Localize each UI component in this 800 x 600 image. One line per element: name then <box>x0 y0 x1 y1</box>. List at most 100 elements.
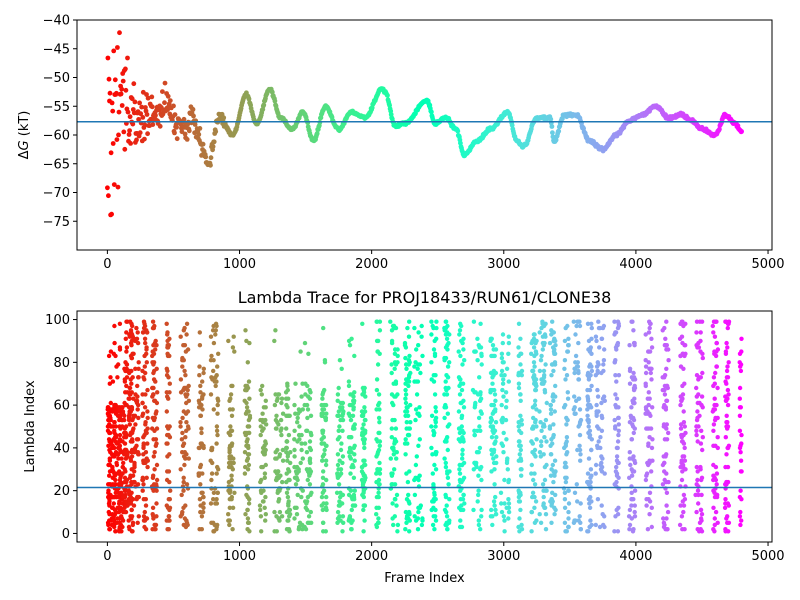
lambda-point <box>395 522 401 528</box>
lambda-point <box>117 407 122 412</box>
lambda-point <box>630 398 635 403</box>
lambda-point <box>477 375 482 380</box>
lambda-point <box>133 422 138 427</box>
lambda-x-axis-label: Frame Index <box>384 571 465 586</box>
lambda-point <box>307 396 313 401</box>
lambda-point <box>471 507 476 513</box>
lambda-point <box>340 454 346 459</box>
lambda-point <box>227 505 232 510</box>
lambda-point <box>475 358 480 363</box>
lambda-point <box>377 471 383 476</box>
lambda-point <box>501 377 506 382</box>
lambda-point <box>142 364 147 369</box>
lambda-point <box>737 396 742 401</box>
lambda-point <box>631 430 636 436</box>
lambda-point <box>403 452 408 457</box>
lambda-point <box>210 377 215 382</box>
lambda-point <box>588 345 593 350</box>
lambda-point <box>184 420 189 425</box>
lambda-point <box>374 437 379 442</box>
lambda-point <box>662 469 667 474</box>
lambda-point <box>549 452 554 457</box>
lambda-point <box>178 467 183 472</box>
lambda-point <box>154 426 160 431</box>
lambda-point <box>663 336 668 341</box>
lambda-point <box>500 340 505 346</box>
lambda-point <box>649 336 654 341</box>
lambda-point <box>319 413 324 418</box>
lambda-point <box>595 370 600 376</box>
lambda-point <box>232 349 237 354</box>
lambda-point <box>349 527 354 532</box>
lambda-point <box>130 473 136 478</box>
lambda-point <box>737 413 743 418</box>
lambda-point <box>362 385 367 391</box>
delta-g-point <box>148 116 154 122</box>
lambda-point <box>681 366 686 371</box>
lambda-point <box>647 490 653 495</box>
lambda-point <box>506 379 511 384</box>
lambda-point <box>185 387 190 393</box>
lambda-point <box>665 509 671 515</box>
lambda-point <box>359 409 365 414</box>
lambda-point <box>299 447 304 453</box>
lambda-point <box>442 456 447 461</box>
lambda-point <box>551 435 556 440</box>
lambda-point <box>501 394 506 399</box>
lambda-point <box>518 443 523 448</box>
lambda-point <box>284 450 289 455</box>
lambda-point <box>297 437 302 442</box>
lambda-point <box>407 319 412 324</box>
delta-g-point <box>137 100 143 106</box>
lambda-point <box>492 503 497 508</box>
lambda-point <box>534 424 539 429</box>
lambda-point <box>258 488 264 493</box>
lambda-point <box>292 447 297 453</box>
lambda-point <box>376 490 381 495</box>
delta-g-y-tick-label: −55 <box>43 100 70 115</box>
lambda-point <box>135 437 141 442</box>
lambda-point <box>489 469 494 474</box>
lambda-point <box>589 383 594 389</box>
lambda-point <box>629 437 634 442</box>
lambda-point <box>292 516 297 521</box>
lambda-point <box>710 409 715 414</box>
lambda-point <box>576 424 581 429</box>
lambda-point <box>164 503 169 508</box>
lambda-point <box>715 415 720 421</box>
lambda-point <box>614 473 620 478</box>
lambda-point <box>107 469 113 474</box>
lambda-point <box>712 402 717 408</box>
lambda-point <box>298 460 303 466</box>
lambda-point <box>303 499 308 504</box>
lambda-point <box>417 473 422 478</box>
lambda-point <box>274 529 279 534</box>
lambda-point <box>614 396 620 401</box>
lambda-point <box>680 392 686 397</box>
lambda-point <box>277 509 283 515</box>
lambda-point <box>284 439 290 444</box>
lambda-point <box>374 524 380 530</box>
lambda-point <box>460 381 466 386</box>
lambda-point <box>461 405 467 410</box>
delta-g-point <box>107 90 113 96</box>
lambda-point <box>392 394 397 399</box>
lambda-point <box>136 415 141 421</box>
lambda-point <box>700 435 705 440</box>
lambda-point <box>589 447 594 453</box>
lambda-point <box>263 417 268 423</box>
lambda-point <box>376 392 382 397</box>
lambda-point <box>713 509 719 515</box>
lambda-point <box>542 435 547 440</box>
lambda-point <box>131 503 137 508</box>
lambda-point <box>504 437 509 442</box>
delta-g-point <box>145 95 151 101</box>
lambda-point <box>183 435 188 440</box>
lambda-point <box>694 417 700 423</box>
lambda-point <box>208 334 214 339</box>
lambda-point <box>280 479 285 485</box>
delta-g-point <box>197 125 203 131</box>
lambda-point <box>106 482 111 487</box>
lambda-point <box>306 351 311 356</box>
lambda-point <box>738 522 743 528</box>
